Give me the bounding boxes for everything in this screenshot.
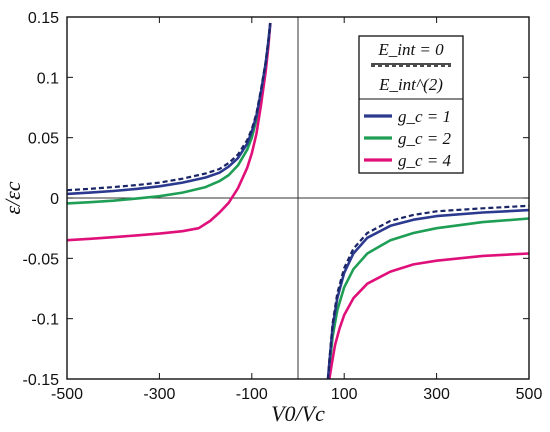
y-axis-label: ε/εc <box>0 181 25 214</box>
x-tick-label: -100 <box>236 386 268 403</box>
x-axis-label: V0/Vc <box>271 401 325 426</box>
legend-label: g_c = 1 <box>398 107 451 126</box>
y-tick-label: -0.15 <box>23 372 60 389</box>
series-line-3-left <box>67 22 272 242</box>
y-tick-label: 0 <box>50 191 59 208</box>
series-line-1-left <box>67 22 272 192</box>
x-tick-label: 300 <box>423 386 450 403</box>
y-tick-label: 0.05 <box>28 131 59 148</box>
legend-entries: g_c = 1 g_c = 2 g_c = 4 <box>364 107 452 170</box>
legend: E_int = 0 E_int^(2) g_c = 1g_c = 2g_c = … <box>358 35 464 174</box>
x-tick-label: 500 <box>516 386 543 403</box>
x-tick-label: -300 <box>143 386 175 403</box>
series-line-0-right <box>326 208 529 379</box>
x-tick-label: 100 <box>331 386 358 403</box>
y-tick-label: 0.1 <box>37 70 59 87</box>
series-line-1-right <box>326 204 529 379</box>
series-line-0-left <box>67 22 272 196</box>
legend-label: g_c = 2 <box>398 129 452 148</box>
legend-header-solid-label: E_int = 0 <box>377 40 444 59</box>
legend-label: g_c = 4 <box>398 151 452 170</box>
y-tick-label: 0.15 <box>28 10 59 27</box>
series-line-3-right <box>328 252 529 379</box>
series-layer <box>67 22 529 379</box>
y-tick-label: -0.1 <box>31 312 59 329</box>
tick-labels: -500 -300 -100 100 300 500 -0.15 -0.1 -0.05 0 0.05… <box>23 10 543 403</box>
axis-ticks <box>66 16 530 380</box>
legend-header-dashed-label: E_int^(2) <box>378 75 443 94</box>
legend-box <box>358 35 464 174</box>
x-tick-label: -500 <box>51 386 83 403</box>
y-tick-label: -0.05 <box>23 251 60 268</box>
